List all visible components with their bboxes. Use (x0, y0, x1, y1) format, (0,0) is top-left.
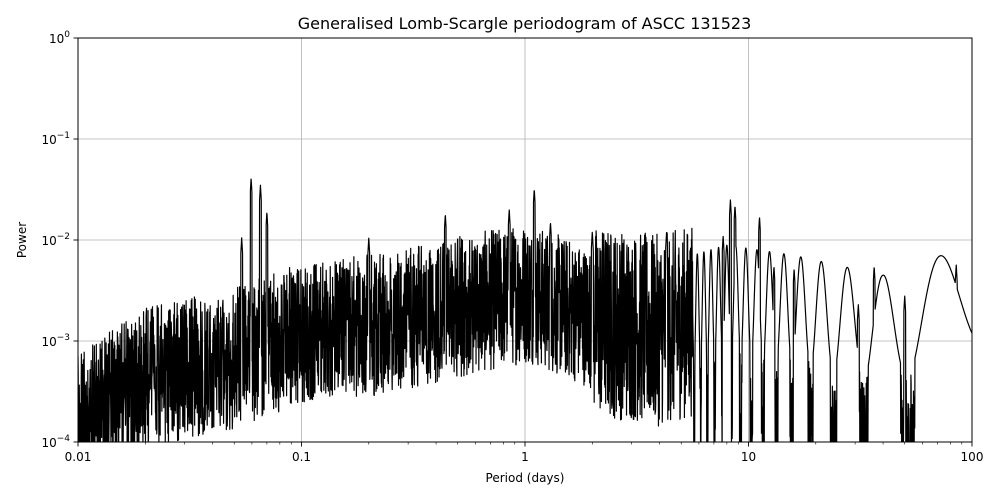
x-axis: 0.01 0.1 1 10 100 (65, 442, 984, 464)
y-tick-label: 10−4 (41, 434, 70, 450)
x-tick-label: 0.1 (292, 450, 311, 464)
power-series-line (78, 178, 972, 442)
x-tick-label: 100 (961, 450, 984, 464)
y-tick-label: 10−1 (41, 131, 70, 147)
x-tick-label: 10 (741, 450, 756, 464)
x-tick-label: 1 (521, 450, 529, 464)
y-tick-label: 10−3 (41, 333, 70, 349)
y-axis-label: Power (15, 222, 29, 258)
y-tick-label: 10−2 (41, 232, 70, 248)
y-axis: 10−4 10−3 10−2 10−1 100 (41, 30, 78, 450)
y-tick-label: 100 (49, 30, 70, 46)
x-axis-label: Period (days) (486, 471, 565, 485)
chart-title: Generalised Lomb-Scargle periodogram of … (298, 14, 752, 33)
x-tick-label: 0.01 (65, 450, 92, 464)
